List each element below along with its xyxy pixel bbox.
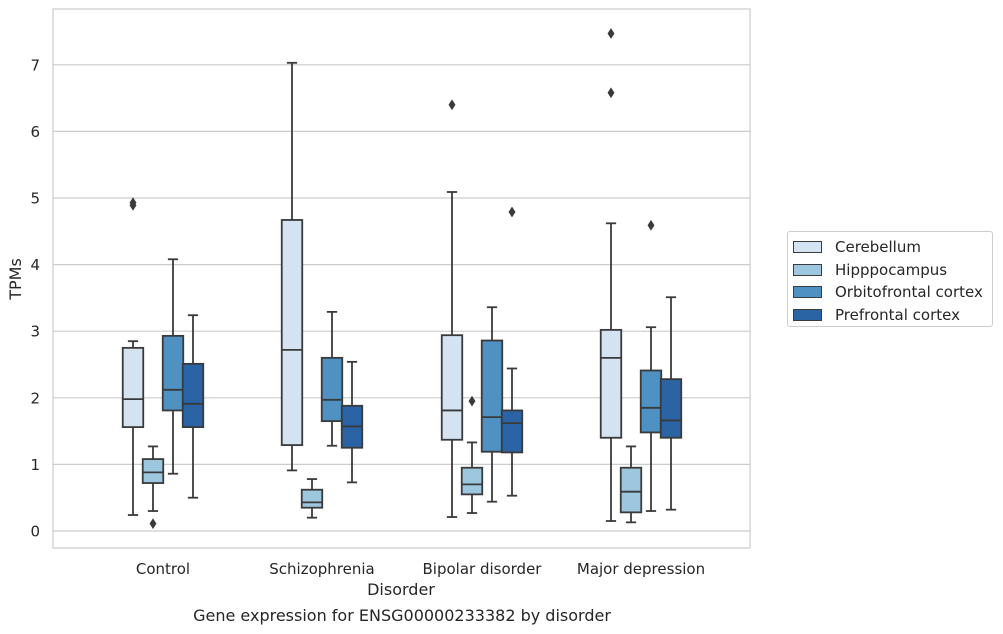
box-orbitofrontal-cortex — [161, 258, 185, 475]
box-body — [599, 328, 623, 439]
chart-caption: Gene expression for ENSG00000233382 by d… — [193, 606, 611, 625]
box-orbitofrontal-cortex — [639, 219, 663, 512]
box-orbitofrontal-cortex — [480, 306, 504, 503]
y-tick-label: 0 — [30, 523, 40, 541]
legend-swatch — [793, 241, 822, 254]
box-hipppocampus — [460, 395, 484, 514]
x-axis-label: Disorder — [367, 580, 435, 599]
y-axis-label: TPMs — [6, 258, 25, 301]
y-tick-label: 1 — [30, 456, 40, 474]
x-tick-label: Schizophrenia — [269, 560, 374, 578]
x-tick-label: Major depression — [577, 560, 705, 578]
legend: Cerebellum Hipppocampus Orbitofrontal cort… — [787, 231, 993, 327]
box-prefrontal-cortex — [340, 360, 364, 484]
outlier-point — [647, 219, 655, 231]
legend-label: Prefrontal cortex — [835, 305, 960, 324]
outlier-point — [468, 395, 476, 407]
x-tick-label: Control — [136, 560, 190, 578]
box-body — [639, 369, 663, 434]
box-prefrontal-cortex — [659, 296, 683, 511]
outlier-point — [508, 206, 516, 218]
legend-swatch — [793, 263, 822, 276]
box-plots — [121, 28, 683, 530]
legend-swatch — [793, 308, 822, 321]
box-prefrontal-cortex — [500, 206, 524, 497]
box-body — [181, 362, 205, 429]
box-body — [500, 409, 524, 454]
outlier-point — [129, 197, 137, 209]
outlier-point — [607, 28, 615, 39]
box-hipppocampus — [141, 445, 165, 530]
y-tick-label: 7 — [30, 56, 40, 74]
legend-item: Hipppocampus — [793, 259, 992, 282]
box-body — [300, 488, 324, 509]
legend-label: Orbitofrontal cortex — [835, 283, 983, 302]
box-body — [619, 466, 643, 514]
box-hipppocampus — [300, 478, 324, 519]
box-body — [280, 219, 304, 446]
box-cerebellum — [599, 28, 623, 522]
y-tick-label: 5 — [30, 190, 40, 208]
box-prefrontal-cortex — [181, 314, 205, 499]
box-body — [659, 378, 683, 439]
legend-item: Orbitofrontal cortex — [793, 281, 992, 304]
box-hipppocampus — [619, 445, 643, 524]
y-tick-label: 6 — [30, 123, 40, 141]
legend-item: Cerebellum — [793, 236, 992, 259]
box-body — [320, 356, 344, 423]
box-cerebellum — [280, 61, 304, 472]
plot-frame — [52, 8, 751, 549]
outlier-point — [607, 87, 615, 99]
box-body — [480, 339, 504, 453]
outlier-point — [448, 99, 456, 111]
outlier-point — [149, 518, 157, 530]
box-body — [460, 466, 484, 496]
box-orbitofrontal-cortex — [320, 310, 344, 447]
legend-swatch — [793, 286, 822, 299]
box-body — [161, 334, 185, 412]
box-cerebellum — [440, 99, 464, 518]
legend-label: Hipppocampus — [835, 260, 948, 279]
legend-label: Cerebellum — [835, 238, 921, 257]
y-tick-label: 2 — [30, 389, 40, 407]
y-tick-labels: 0 1 2 3 4 5 6 7 — [30, 56, 40, 540]
box-cerebellum — [121, 197, 145, 516]
y-tick-label: 4 — [30, 256, 40, 274]
x-tick-labels: Control Schizophrenia Bipolar disorder Majo… — [136, 560, 705, 578]
box-body — [121, 346, 145, 429]
box-body — [440, 334, 464, 441]
box-body — [141, 458, 165, 484]
y-tick-label: 3 — [30, 323, 40, 341]
legend-item: Prefrontal cortex — [793, 304, 992, 327]
x-tick-label: Bipolar disorder — [423, 560, 543, 578]
